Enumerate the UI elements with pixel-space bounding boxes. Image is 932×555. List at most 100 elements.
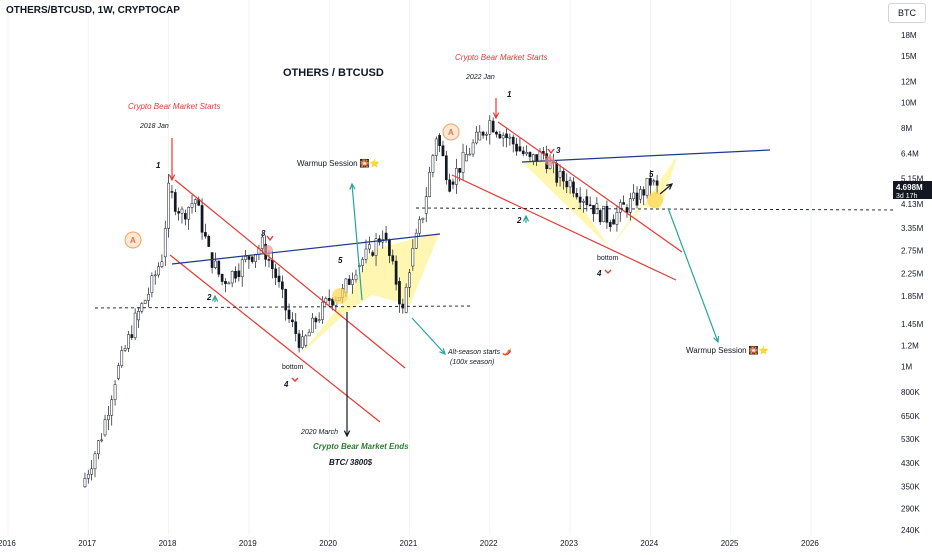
candle-body — [254, 253, 257, 262]
candle-body — [244, 256, 247, 260]
price-tick-label: 1.45M — [901, 320, 924, 329]
neckline-1 — [171, 233, 441, 265]
neckline-2 — [521, 149, 771, 163]
candle-body — [511, 136, 515, 145]
price-tick-label: 1M — [901, 362, 912, 371]
candle-body — [150, 275, 154, 294]
wave4-chevron-2 — [604, 269, 612, 274]
candle-body — [418, 219, 421, 234]
candle-body — [525, 152, 528, 155]
candle-body — [485, 133, 488, 136]
candle-body — [555, 162, 559, 183]
candle-body — [137, 310, 140, 321]
time-tick-label: 2022 — [480, 539, 498, 548]
candle-body — [317, 319, 321, 321]
candle-body — [368, 244, 371, 250]
candle-body — [498, 133, 502, 139]
candle-body — [207, 236, 211, 247]
candle-body — [655, 180, 659, 186]
price-tick-label: 1.85M — [901, 292, 924, 301]
candle-body — [642, 189, 646, 196]
candle-body — [448, 179, 451, 192]
channel-lower-1 — [169, 254, 381, 423]
wave-label-a2: A — [448, 128, 454, 137]
candle-body — [354, 274, 358, 281]
price-axis[interactable]: 22M18M15M12M10M8M6.4M5.15M4.13M3.35M2.75… — [893, 0, 932, 550]
warmup-arrow-2 — [667, 207, 719, 343]
candle-body — [515, 143, 518, 152]
candle-body — [632, 192, 636, 199]
candle-body — [147, 294, 150, 301]
breakout-arrow — [659, 183, 673, 195]
candle-body — [107, 415, 110, 420]
currency-badge[interactable]: BTC — [888, 3, 926, 23]
time-tick-label: 2016 — [0, 539, 16, 548]
candle-body — [521, 150, 525, 155]
candle-body — [592, 205, 595, 215]
candle-body — [535, 154, 538, 162]
candle-body — [281, 281, 284, 290]
time-tick-label: 2026 — [801, 539, 819, 548]
candle-body — [582, 200, 585, 203]
candle-body — [404, 287, 408, 313]
btc-price-label: BTC/ 3800$ — [329, 458, 373, 467]
price-tick-label: 2.25M — [901, 269, 924, 278]
price-tick-label: 2.75M — [901, 246, 924, 255]
wave3-chevron-2 — [547, 148, 555, 155]
price-tick-label: 1.2M — [901, 341, 919, 350]
candle-body — [384, 232, 388, 241]
candle-body — [311, 317, 314, 333]
candle-body — [187, 207, 191, 220]
time-axis[interactable]: 2016 2017 2018 2019 2020 2021 2022 2023 2024 2025… — [0, 539, 819, 548]
price-tick-label: 650K — [901, 412, 920, 421]
candle-body — [528, 152, 532, 158]
candle-body — [96, 440, 100, 455]
candle-body — [120, 350, 124, 366]
price-axis-bg — [893, 0, 932, 550]
candle-body — [287, 309, 291, 320]
candle-body — [374, 238, 378, 256]
wave3-chevron-1 — [266, 235, 274, 242]
trendline-layer — [94, 98, 894, 438]
altseason-arrow-head — [439, 348, 446, 356]
candle-body — [414, 232, 418, 249]
candle-body — [508, 136, 512, 139]
candle-body — [247, 256, 251, 260]
channel-upper-2 — [497, 121, 683, 253]
candle-body — [93, 453, 97, 470]
candle-body — [214, 260, 217, 268]
price-tick-label: 530K — [901, 435, 920, 444]
candle-body — [505, 133, 508, 139]
candle-body — [475, 131, 478, 144]
candles-layer — [83, 115, 659, 488]
candle-body — [645, 177, 649, 196]
candle-body — [444, 155, 448, 181]
date-label-2018: 2018 Jan — [139, 123, 169, 130]
candle-body — [217, 260, 221, 275]
candle-body — [461, 151, 465, 173]
wave4-chevron-1 — [291, 377, 299, 382]
altseason-sublabel: (100x season) — [450, 359, 494, 366]
candle-body — [153, 274, 157, 277]
candle-body — [628, 198, 632, 213]
candle-body — [612, 219, 615, 225]
candle-body — [227, 282, 231, 285]
time-tick-label: 2025 — [721, 539, 739, 548]
price-tag-countdown: 3d 17h — [896, 193, 918, 200]
candle-body — [602, 205, 605, 223]
candle-body — [163, 228, 167, 258]
candle-body — [301, 336, 304, 348]
candle-body — [220, 273, 224, 282]
candle-body — [434, 138, 438, 156]
candle-body — [140, 303, 144, 312]
candle-body — [294, 321, 298, 334]
candle-body — [130, 334, 134, 338]
inverse-hs-fill-1 — [215, 232, 440, 355]
candle-body — [230, 270, 234, 284]
symbol-header[interactable]: OTHERS/BTCUSD, 1W, CRYPTOCAP — [6, 5, 180, 16]
candle-body — [143, 300, 147, 304]
bottom-label-1: bottom — [282, 364, 304, 371]
candle-body — [639, 189, 642, 200]
candle-body — [190, 203, 194, 208]
